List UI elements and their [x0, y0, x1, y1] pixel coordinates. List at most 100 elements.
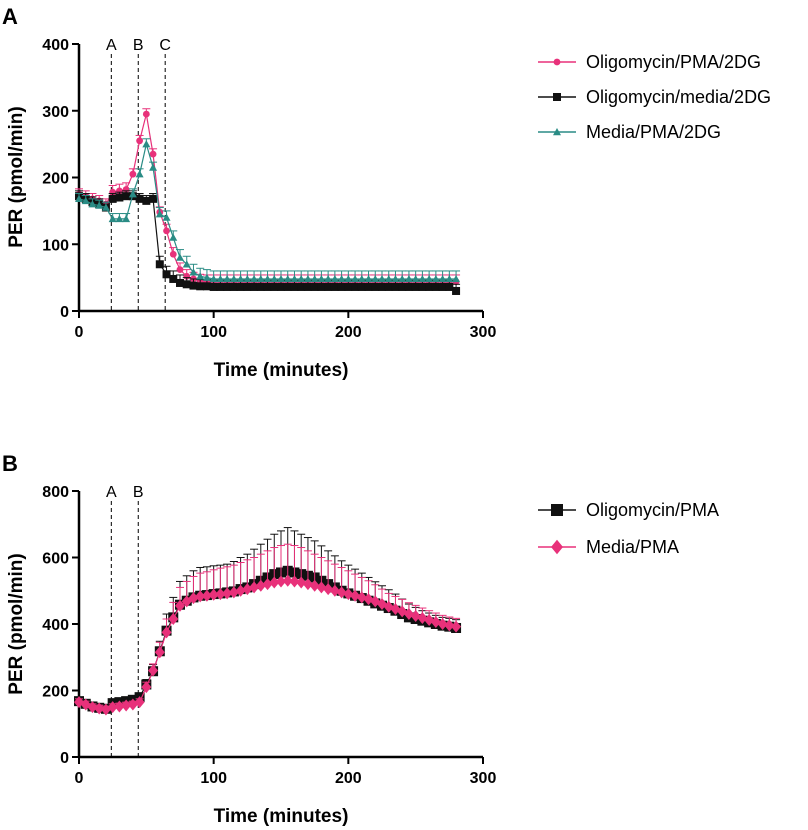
panel-a-letter: A	[2, 4, 18, 29]
panel-b-series-1	[74, 543, 462, 716]
panel-a-y-tick-label: 0	[60, 304, 69, 321]
panel-b-data-point	[309, 579, 320, 592]
panel-a-data-point	[196, 272, 205, 280]
panel-a-data-point	[330, 282, 339, 291]
panel-b-data-point	[249, 581, 260, 594]
panel-b-data-point	[269, 576, 280, 589]
panel-b-series-line	[78, 580, 457, 711]
panel-a-data-point	[81, 196, 90, 205]
panel-a-data-point	[378, 274, 386, 283]
panel-a-data-point	[115, 214, 124, 223]
panel-a-data-point	[438, 274, 447, 283]
panel-a-data-point	[330, 274, 339, 283]
panel-a-data-point	[149, 194, 158, 203]
panel-a-data-point	[229, 282, 238, 291]
panel-a-data-point	[445, 282, 454, 291]
panel-a-data-point	[337, 282, 346, 291]
panel-b-data-point	[262, 578, 273, 591]
panel-a-data-point	[202, 282, 211, 291]
panel-a-data-point	[169, 233, 178, 241]
panel-b-data-point	[276, 575, 286, 588]
panel-a-data-point	[250, 282, 259, 291]
panel-b-data-point	[175, 599, 185, 612]
panel-b-x-tick-label: 100	[200, 770, 227, 787]
panel-b-data-point	[161, 626, 172, 639]
panel-b-legend-marker	[551, 504, 563, 516]
panel-a-data-point	[283, 282, 292, 291]
panel-a-data-point	[75, 194, 83, 203]
panel-a-y-tick-label: 100	[42, 237, 69, 254]
panel-a-data-point	[88, 200, 97, 208]
panel-a-legend-label: Oligomycin/PMA/2DG	[586, 52, 761, 72]
panel-a-data-point	[256, 282, 265, 291]
panel-a-data-point	[182, 260, 191, 268]
panel-b-data-point	[87, 701, 98, 714]
panel-a-data-point	[357, 282, 366, 291]
panel-a-data-point	[371, 282, 380, 291]
panel-b-data-point	[356, 591, 367, 604]
panel-a-data-point	[371, 274, 380, 283]
panel-a-data-point	[344, 274, 353, 283]
panel-b-y-tick-label: 600	[42, 551, 69, 568]
panel-a-data-point	[243, 274, 252, 283]
panel-a-data-point	[122, 192, 131, 201]
panel-a-data-point	[142, 110, 150, 118]
panel-a-data-point	[243, 282, 252, 291]
panel-a-data-point	[384, 274, 393, 283]
panel-b-data-point	[329, 584, 340, 597]
panel-b-legend-item: Media/PMA	[538, 537, 679, 557]
panel-b-data-point	[302, 578, 313, 591]
panel-b-x-tick-label: 0	[75, 770, 84, 787]
panel-b-series-line	[78, 570, 457, 710]
panel-a-data-point	[404, 282, 413, 291]
panel-a-data-point	[142, 140, 151, 148]
panel-b-data-point	[215, 588, 226, 601]
panel-a-x-tick-label: 0	[75, 324, 84, 341]
panel-a-injection-label: B	[133, 37, 144, 54]
panel-a-data-point	[290, 274, 299, 283]
panel-b-injection-label: A	[106, 484, 117, 501]
panel-b-data-point	[121, 699, 132, 712]
panel-a-data-point	[122, 214, 131, 223]
panel-b-legend-label: Oligomycin/PMA	[586, 500, 719, 520]
panel-b-data-point	[107, 701, 118, 714]
panel-b-data-point	[255, 579, 266, 592]
panel-b-legend-item: Oligomycin/PMA	[538, 500, 719, 520]
panel-a-y-tick-label: 400	[42, 37, 69, 54]
panel-b-data-point	[403, 608, 414, 621]
panel-a-data-point	[149, 150, 157, 158]
panel-a-data-point	[189, 281, 198, 290]
panel-a-data-point	[351, 282, 360, 291]
panel-a-data-point	[438, 282, 447, 291]
panel-a-data-point	[250, 274, 259, 283]
panel-b-data-point	[410, 610, 421, 623]
panel-b-data-point	[343, 588, 354, 601]
panel-b-y-tick-label: 0	[60, 750, 69, 767]
panel-a-data-point	[290, 282, 299, 291]
panel-a-data-point	[216, 282, 225, 291]
panel-b-data-point	[208, 588, 219, 601]
panel-a-data-point	[176, 278, 184, 287]
panel-b-data-point	[154, 646, 165, 659]
panel-a-data-point	[223, 282, 232, 291]
panel-b-data-point	[296, 576, 307, 589]
panel-a-ylabel: PER (pmol/min)	[6, 106, 27, 247]
panel-a-legend-marker	[553, 128, 561, 136]
panel-a-data-point	[277, 274, 285, 283]
panel-a-data-point	[209, 282, 218, 291]
panel-a-data-point	[256, 274, 265, 283]
panel-b-letter: B	[2, 451, 18, 476]
panel-a-x-tick-label: 300	[470, 324, 497, 341]
panel-b-plot: 0 200 400 600 800 0 100 200 300 A B Oligomycin/PMA M…	[42, 484, 719, 787]
panel-a-data-point	[209, 274, 218, 283]
panel-b-x-tick-label: 300	[470, 770, 497, 787]
panel-a-data-point	[324, 282, 333, 291]
panel-a-data-point	[189, 268, 198, 276]
panel-a-data-point	[108, 214, 117, 223]
panel-b-data-point	[451, 620, 462, 633]
panel-a-data-point	[263, 282, 272, 291]
panel-a-injection-label: A	[106, 37, 117, 54]
panel-a-data-point	[391, 274, 400, 283]
panel-a-data-point	[418, 282, 427, 291]
